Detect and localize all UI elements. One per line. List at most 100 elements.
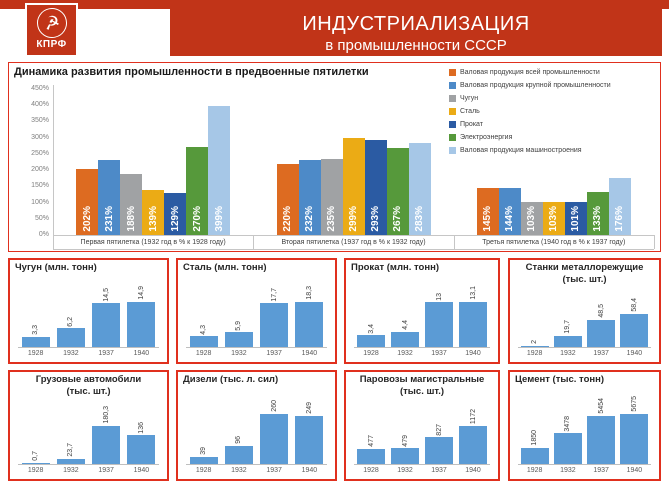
year-label: 1937 [593,350,609,357]
category-label: Вторая пятилетка (1937 год в % к 1932 го… [281,239,426,246]
bar-value-label: 299% [343,206,365,232]
bar-value-text: 14,9 [137,286,145,300]
bar-value-label: 479 [391,435,419,447]
bar-value-label: 5454 [587,398,615,414]
bar-value-text: 145% [482,206,494,232]
legend-swatch [449,134,456,141]
bar-value-text: 5,9 [235,320,243,331]
bar-value-label: 4,4 [391,320,419,330]
legend-label: Электроэнергия [460,134,513,141]
bar-value-text: 5675 [630,396,638,412]
y-axis-tick-label: 100% [31,198,49,206]
small-chart-bar [620,414,649,464]
legend-label: Валовая продукция крупной промышленности [460,82,611,89]
year-label: 1932 [397,350,413,357]
bar-value-text: 103% [526,206,538,232]
bar-value-text: 18,3 [305,286,313,300]
y-axis-line [53,85,54,235]
bar: 139% [142,189,165,235]
year-label: 1940 [626,350,643,357]
bar-value-text: 188% [125,206,137,232]
bar-value-text: 260 [270,400,278,412]
small-chart-panel: Сталь (млн. тонн) 1928 4,3 1932 5,9 1937 17,7 1… [176,258,337,364]
year-label: 1940 [301,350,318,357]
bar-value-text: 1850 [531,430,539,446]
bar: 231% [98,160,121,235]
bar-value-label: 14,9 [127,286,155,300]
year-label: 1928 [363,350,379,357]
legend-label: Сталь [460,108,480,115]
bar-value-text: 23,7 [67,443,75,458]
bar-value-label: 283% [409,206,431,232]
x-axis-line [186,347,327,348]
bar-value-label: 827 [425,424,453,436]
bar-value-label: 145% [477,206,499,232]
year-label: 1928 [526,467,543,474]
bar: 103% [520,201,543,235]
bar-value-text: 5454 [597,398,605,414]
year-label: 1937 [266,467,282,474]
bar-value-text: 14,5 [102,287,110,302]
bar-value-label: 5,9 [225,321,253,331]
bar-value-text: 176% [614,206,626,232]
bar-value-label: 270% [186,206,208,232]
small-chart-title: Грузовые автомобили (тыс. шт.) [15,374,162,399]
y-axis-tick-label: 250% [31,149,49,157]
bar-value-text: 139% [147,206,159,232]
bar-value-label: 3,4 [357,324,385,334]
bar-value-text: 283% [414,206,425,232]
y-axis-tick-label: 400% [31,101,49,109]
small-chart-title-line1: Паровозы магистральные [359,374,485,385]
small-chart-bar [260,303,289,347]
year-label: 1928 [195,350,212,357]
legend-item: Валовая продукция всей промышленности [449,69,611,76]
bar: 101% [564,202,587,235]
small-chart-bar [189,456,218,464]
bar-value-text: 136 [137,421,145,434]
year-label: 1928 [526,350,543,357]
bar-value-label: 39 [190,447,218,455]
bar-value-label: 58,4 [620,298,648,312]
bar-value-label: 188% [120,206,142,232]
bar-value-text: 293% [370,206,381,232]
bar-value-label: 144% [499,206,521,232]
bar-value-text: 13 [435,292,443,301]
small-chart-bar [587,415,616,464]
bar: 235% [320,158,343,235]
year-label: 1932 [63,350,79,357]
bar: 129% [164,193,187,235]
year-label: 1932 [560,350,576,357]
bar-value-text: 232% [304,206,315,232]
top-red-strip [0,0,669,9]
legend-item: Валовая продукция крупной промышленности [449,82,611,89]
category-separator [253,235,255,249]
small-chart-title: Станки металлорежущие (тыс. шт.) [515,262,654,287]
year-label: 1932 [231,350,247,357]
legend-label: Прокат [460,121,483,128]
bar-value-label: 139% [142,206,164,232]
bar-value-label: 176% [609,206,631,232]
small-chart-title-line1: Станки металлорежущие [525,262,644,273]
main-chart-title: Динамика развития промышленности в предв… [14,66,369,78]
bar-value-text: 6,2 [67,316,75,327]
bar-value-label: 19,7 [554,320,582,334]
page-title: ИНДУСТРИАЛИЗАЦИЯ [302,13,530,35]
y-axis-tick-label: 50% [34,214,49,222]
small-chart-panel: Цемент (тыс. тонн) 1928 1850 1932 3478 1937 54… [508,370,661,481]
bar-value-label: 6,2 [57,317,85,327]
bar: 176% [608,177,631,235]
year-label: 1928 [27,350,44,357]
small-chart-panel: Чугун (млн. тонн) 1928 3,3 1932 6,2 1937 14,5 1… [8,258,169,364]
year-label: 1928 [27,467,44,474]
small-chart-title-line2: (тыс. шт.) [66,386,111,398]
bar-value-label: 133% [587,206,609,232]
bar-value-text: 48,5 [597,303,605,318]
legend-swatch [449,147,456,154]
year-label: 1937 [593,467,609,474]
small-chart-bar [127,435,156,464]
x-axis-line [354,347,490,348]
bar: 145% [476,187,499,235]
bar-value-text: 13,1 [469,286,477,300]
bar-value-label: 1172 [459,409,487,424]
hammer-sickle-icon: ☭ [33,5,70,41]
